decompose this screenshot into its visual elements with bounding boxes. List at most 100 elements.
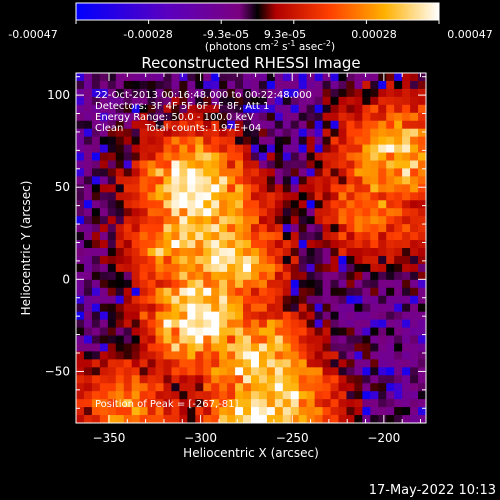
heatmap-cell bbox=[203, 152, 212, 162]
heatmap-cell bbox=[354, 176, 363, 185]
heatmap-cell bbox=[163, 128, 173, 138]
heatmap-cell bbox=[274, 375, 284, 384]
heatmap-cell bbox=[282, 248, 292, 257]
heatmap-cell bbox=[187, 263, 196, 273]
heatmap-cell bbox=[251, 248, 260, 257]
heatmap-cell bbox=[163, 168, 173, 177]
heatmap-cell bbox=[282, 216, 292, 225]
heatmap-cell bbox=[211, 343, 220, 352]
heatmap-cell bbox=[418, 271, 426, 281]
heatmap-cell bbox=[330, 359, 340, 368]
heatmap-cell bbox=[179, 351, 188, 360]
heatmap-cell bbox=[346, 128, 355, 138]
heatmap-cell bbox=[123, 303, 133, 313]
heatmap-cell bbox=[195, 311, 204, 321]
heatmap-cell bbox=[322, 319, 332, 329]
heatmap-cell bbox=[258, 96, 268, 106]
heatmap-cell bbox=[362, 327, 371, 337]
heatmap-cell bbox=[251, 73, 260, 82]
heatmap-cell bbox=[378, 184, 387, 193]
heatmap-cell bbox=[139, 399, 149, 408]
heatmap-cell bbox=[322, 263, 332, 273]
heatmap-cell bbox=[91, 271, 101, 281]
heatmap-cell bbox=[219, 311, 228, 321]
heatmap-cell bbox=[322, 136, 332, 146]
heatmap-cell bbox=[155, 287, 165, 297]
heatmap-cell bbox=[394, 319, 403, 329]
heatmap-cell bbox=[155, 399, 165, 408]
heatmap-cell bbox=[155, 96, 165, 106]
heatmap-cell bbox=[282, 152, 292, 162]
heatmap-cell bbox=[235, 224, 244, 233]
heatmap-cell bbox=[195, 248, 204, 257]
heatmap-cell bbox=[179, 295, 188, 305]
heatmap-cell bbox=[370, 343, 379, 352]
heatmap-cell bbox=[362, 319, 371, 329]
heatmap-cell bbox=[227, 128, 236, 138]
heatmap-cell bbox=[410, 160, 419, 170]
heatmap-cell bbox=[203, 351, 212, 360]
heatmap-cell bbox=[362, 303, 371, 313]
heatmap-cell bbox=[243, 287, 252, 297]
heatmap-cell bbox=[147, 295, 157, 305]
heatmap-cell bbox=[298, 160, 308, 170]
heatmap-cell bbox=[171, 128, 180, 138]
heatmap-cell bbox=[251, 104, 260, 114]
heatmap-cell bbox=[394, 407, 403, 416]
heatmap-cell bbox=[76, 232, 85, 241]
heatmap-cell bbox=[370, 391, 379, 400]
heatmap-cell bbox=[115, 343, 125, 352]
heatmap-cell bbox=[171, 303, 180, 313]
heatmap-cell bbox=[76, 351, 85, 360]
heatmap-cell bbox=[123, 200, 133, 209]
heatmap-cell bbox=[203, 399, 212, 408]
heatmap-cell bbox=[282, 144, 292, 154]
heatmap-cell bbox=[163, 383, 173, 392]
heatmap-cell bbox=[203, 415, 212, 423]
heatmap-cell bbox=[402, 192, 411, 201]
heatmap-cell bbox=[258, 152, 268, 162]
heatmap-cell bbox=[243, 319, 252, 329]
heatmap-cell bbox=[139, 415, 149, 423]
heatmap-cell bbox=[306, 295, 316, 305]
heatmap-cell bbox=[258, 248, 268, 257]
heatmap-cell bbox=[147, 184, 157, 193]
heatmap-cell bbox=[163, 192, 173, 201]
heatmap-cell bbox=[370, 287, 379, 297]
heatmap-cell bbox=[274, 295, 284, 305]
heatmap-cell bbox=[227, 295, 236, 305]
heatmap-cell bbox=[251, 407, 260, 416]
heatmap-cell bbox=[298, 367, 308, 376]
heatmap-cell bbox=[107, 367, 117, 376]
heatmap-cell bbox=[346, 136, 355, 146]
heatmap-cell bbox=[211, 287, 220, 297]
heatmap-cell bbox=[322, 327, 332, 337]
heatmap-cell bbox=[83, 208, 93, 217]
heatmap-cell bbox=[386, 248, 395, 257]
heatmap-cell bbox=[266, 160, 276, 170]
heatmap-cell bbox=[115, 240, 125, 249]
heatmap-cell bbox=[147, 232, 157, 241]
heatmap-cell bbox=[155, 343, 165, 352]
heatmap-cell bbox=[219, 287, 228, 297]
heatmap-cell bbox=[179, 152, 188, 162]
heatmap-cell bbox=[155, 367, 165, 376]
heatmap-cell bbox=[330, 88, 340, 98]
heatmap-cell bbox=[107, 311, 117, 321]
heatmap-cell bbox=[107, 391, 117, 400]
heatmap-cell bbox=[274, 391, 284, 400]
heatmap-cell bbox=[76, 248, 85, 257]
heatmap-cell bbox=[115, 255, 125, 265]
heatmap-cell bbox=[362, 136, 371, 146]
heatmap-cell bbox=[282, 327, 292, 337]
heatmap-cell bbox=[115, 216, 125, 225]
heatmap-cell bbox=[378, 248, 387, 257]
heatmap-cell bbox=[258, 240, 268, 249]
heatmap-cell bbox=[91, 120, 101, 130]
heatmap-cell bbox=[91, 88, 101, 98]
heatmap-cell bbox=[410, 287, 419, 297]
heatmap-cell bbox=[418, 255, 426, 265]
heatmap-cell bbox=[354, 351, 363, 360]
heatmap-cell bbox=[235, 176, 244, 185]
heatmap-cell bbox=[306, 208, 316, 217]
